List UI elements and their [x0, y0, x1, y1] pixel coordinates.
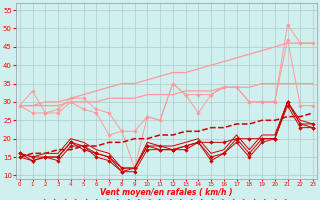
Text: ↗: ↗: [94, 198, 98, 200]
Text: ↗: ↗: [220, 198, 224, 200]
Text: ↗: ↗: [272, 198, 276, 200]
Text: ↗: ↗: [62, 198, 66, 200]
Text: ↗: ↗: [188, 198, 192, 200]
Text: ↗: ↗: [104, 198, 108, 200]
Text: ↗: ↗: [178, 198, 182, 200]
Text: ↗: ↗: [262, 198, 266, 200]
Text: ↗: ↗: [115, 198, 119, 200]
Text: ↗: ↗: [241, 198, 245, 200]
Text: ↗: ↗: [167, 198, 171, 200]
Text: ↗: ↗: [157, 198, 161, 200]
Text: ↗: ↗: [283, 198, 287, 200]
Text: ↗: ↗: [83, 198, 87, 200]
Text: ↗: ↗: [41, 198, 45, 200]
X-axis label: Vent moyen/en rafales ( km/h ): Vent moyen/en rafales ( km/h ): [100, 188, 233, 197]
Text: ↗: ↗: [52, 198, 56, 200]
Text: ↗: ↗: [146, 198, 150, 200]
Text: ↗: ↗: [251, 198, 255, 200]
Text: ↗: ↗: [125, 198, 129, 200]
Text: ↗: ↗: [199, 198, 203, 200]
Text: ↗: ↗: [230, 198, 234, 200]
Text: ↗: ↗: [73, 198, 77, 200]
Text: ↗: ↗: [209, 198, 213, 200]
Text: ↗: ↗: [136, 198, 140, 200]
